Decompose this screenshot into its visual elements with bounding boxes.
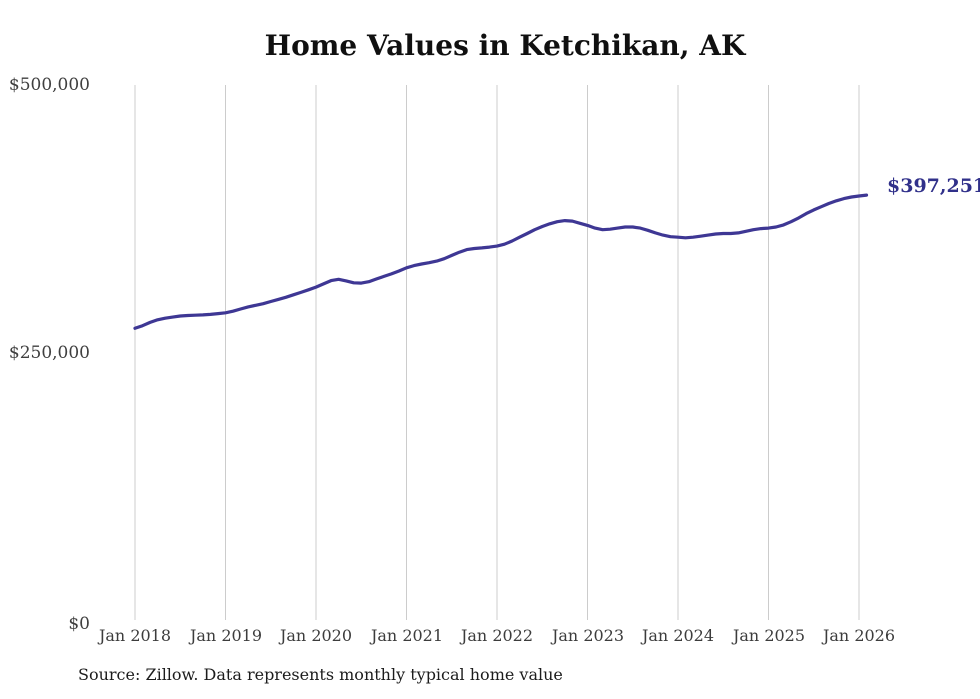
- x-tick-label-2025: Jan 2025: [732, 626, 806, 645]
- x-tick-label-2018: Jan 2018: [98, 626, 172, 645]
- source-note: Source: Zillow. Data represents monthly …: [78, 665, 563, 684]
- y-tick-label-0: $0: [68, 614, 90, 634]
- y-tick-label-250k: $250,000: [8, 343, 90, 363]
- x-tick-label-2021: Jan 2021: [370, 626, 444, 645]
- home-value-line: [133, 193, 869, 330]
- latest-value-label: $397,251: [887, 175, 980, 197]
- x-tick-label-2023: Jan 2023: [551, 626, 625, 645]
- x-tick-label-2019: Jan 2019: [189, 626, 263, 645]
- x-tick-label-2022: Jan 2022: [460, 626, 534, 645]
- x-tick-label-2024: Jan 2024: [641, 626, 715, 645]
- chart-title: Home Values in Ketchikan, AK: [264, 29, 746, 62]
- y-tick-label-500k: $500,000: [8, 75, 90, 95]
- x-tick-label-2026: Jan 2026: [822, 626, 896, 645]
- x-tick-label-2020: Jan 2020: [279, 626, 353, 645]
